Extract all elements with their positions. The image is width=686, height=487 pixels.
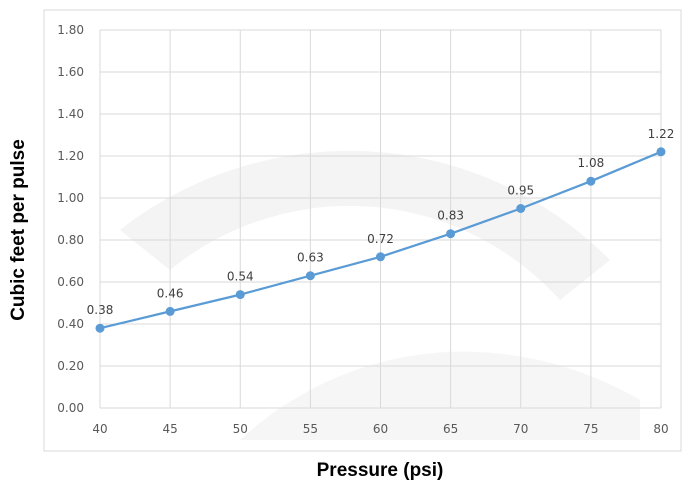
x-tick-label: 40 bbox=[92, 422, 107, 436]
watermark-swoosh-lower bbox=[240, 351, 640, 440]
x-tick-label: 50 bbox=[233, 422, 248, 436]
y-tick-labels: 0.00 0.20 0.40 0.60 0.80 1.00 1.20 1.40 1.60 1.80 bbox=[57, 23, 84, 415]
data-labels: 0.38 0.46 0.54 0.63 0.72 0.83 0.95 1.08 1.22 bbox=[87, 127, 675, 317]
data-point bbox=[165, 306, 175, 316]
x-tick-label: 65 bbox=[443, 422, 458, 436]
data-point bbox=[376, 252, 385, 262]
data-label: 0.63 bbox=[297, 251, 324, 265]
chart-border bbox=[43, 9, 682, 452]
data-label: 0.54 bbox=[227, 270, 254, 284]
data-point bbox=[235, 290, 245, 300]
data-point bbox=[656, 147, 666, 157]
x-tick-label: 60 bbox=[373, 422, 388, 436]
data-label: 0.72 bbox=[367, 232, 394, 246]
data-point bbox=[586, 176, 596, 186]
y-tick-label: 0.80 bbox=[57, 233, 84, 247]
x-tick-label: 80 bbox=[653, 422, 668, 436]
watermark-swoosh-upper bbox=[120, 150, 610, 300]
y-tick-label: 0.60 bbox=[57, 275, 84, 289]
watermark bbox=[120, 150, 640, 440]
x-axis-title: Pressure (psi) bbox=[317, 460, 444, 481]
data-label: 0.95 bbox=[507, 184, 534, 198]
x-tick-labels: 40 45 50 55 60 65 70 75 80 bbox=[92, 422, 668, 436]
data-label: 1.22 bbox=[648, 127, 675, 141]
data-point bbox=[305, 271, 315, 281]
y-tick-label: 0.00 bbox=[57, 401, 84, 415]
y-tick-label: 0.20 bbox=[57, 359, 84, 373]
x-tick-label: 45 bbox=[162, 422, 177, 436]
x-tick-label: 75 bbox=[583, 422, 598, 436]
data-label: 0.83 bbox=[437, 209, 464, 223]
x-tick-label: 55 bbox=[303, 422, 318, 436]
data-point bbox=[446, 229, 456, 239]
data-point bbox=[95, 323, 105, 333]
x-gridlines bbox=[99, 30, 662, 408]
data-label: 0.46 bbox=[157, 286, 184, 300]
y-tick-label: 1.00 bbox=[57, 191, 84, 205]
y-tick-label: 1.40 bbox=[57, 107, 84, 121]
data-point bbox=[516, 204, 526, 213]
y-axis-title: Cubic feet per pulse bbox=[8, 139, 29, 321]
data-label: 1.08 bbox=[578, 156, 605, 170]
y-tick-label: 1.60 bbox=[57, 65, 84, 79]
x-tick-label: 70 bbox=[513, 422, 528, 436]
y-tick-label: 0.40 bbox=[57, 317, 84, 331]
y-tick-label: 1.20 bbox=[57, 149, 84, 163]
data-label: 0.38 bbox=[87, 303, 114, 317]
y-tick-label: 1.80 bbox=[57, 23, 84, 37]
series bbox=[95, 147, 666, 333]
